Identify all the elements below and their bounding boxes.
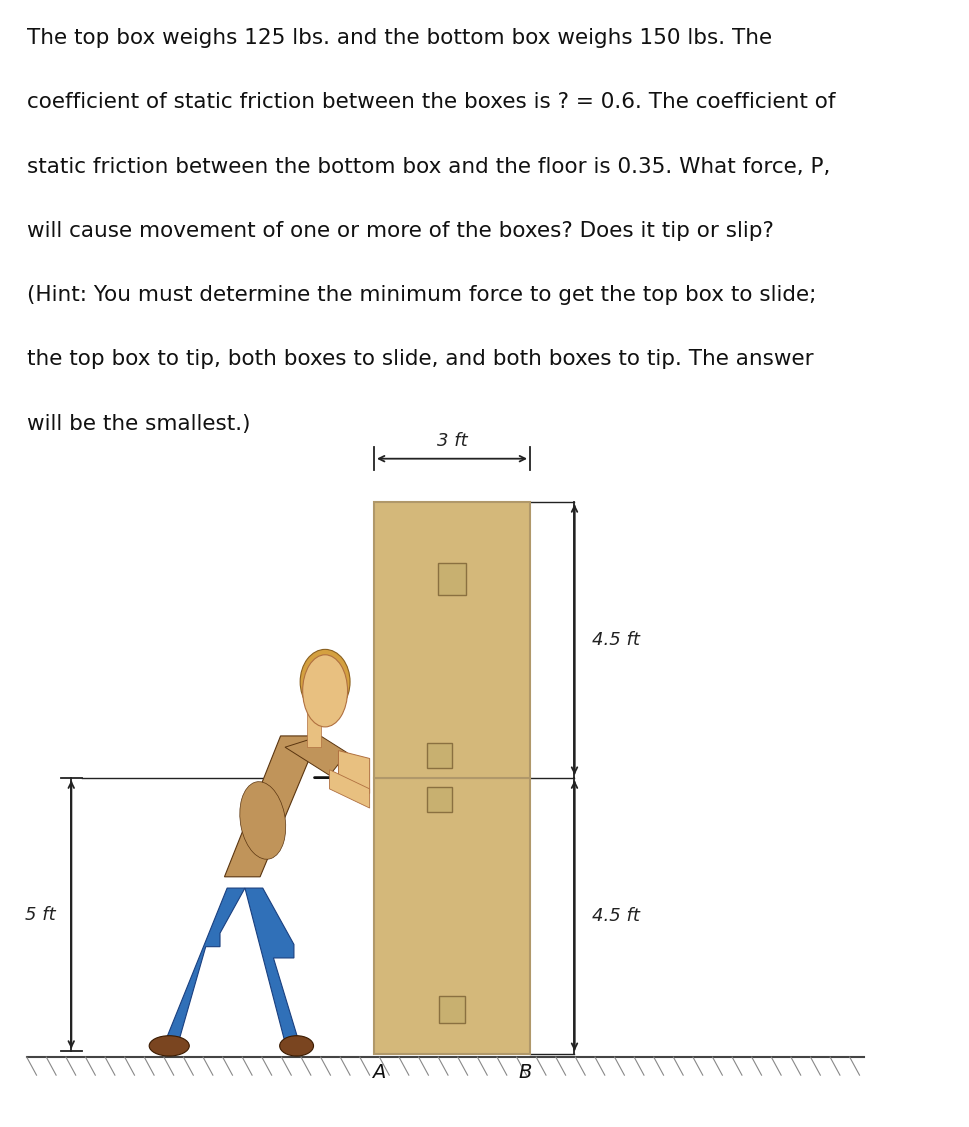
Text: The top box weighs 125 lbs. and the bottom box weighs 150 lbs. The: The top box weighs 125 lbs. and the bott… xyxy=(27,28,771,48)
Text: B: B xyxy=(518,1063,532,1082)
Bar xyxy=(307,702,321,747)
Bar xyxy=(426,743,452,767)
Text: coefficient of static friction between the boxes is ? = 0.6. The coefficient of: coefficient of static friction between t… xyxy=(27,92,834,113)
Text: 4.5 ft: 4.5 ft xyxy=(592,631,640,648)
Text: will cause movement of one or more of the boxes? Does it tip or slip?: will cause movement of one or more of th… xyxy=(27,221,773,241)
Ellipse shape xyxy=(279,1036,313,1056)
Bar xyxy=(426,788,452,813)
Text: the top box to tip, both boxes to slide, and both boxes to tip. The answer: the top box to tip, both boxes to slide,… xyxy=(27,349,813,370)
Text: A: A xyxy=(371,1063,385,1082)
Ellipse shape xyxy=(302,655,347,727)
Text: 3 ft: 3 ft xyxy=(436,432,467,450)
Polygon shape xyxy=(338,751,369,793)
Polygon shape xyxy=(329,770,369,808)
Bar xyxy=(374,778,529,1054)
Polygon shape xyxy=(224,736,319,877)
Polygon shape xyxy=(165,888,245,1042)
Bar xyxy=(374,502,529,778)
Text: 4.5 ft: 4.5 ft xyxy=(592,907,640,924)
Text: 5 ft: 5 ft xyxy=(25,906,55,923)
Ellipse shape xyxy=(149,1036,189,1056)
Ellipse shape xyxy=(299,649,350,715)
Text: P: P xyxy=(291,745,305,764)
Bar xyxy=(437,564,466,595)
Polygon shape xyxy=(245,888,298,1042)
Text: (Hint: You must determine the minimum force to get the top box to slide;: (Hint: You must determine the minimum fo… xyxy=(27,285,815,305)
Bar xyxy=(438,996,465,1023)
Polygon shape xyxy=(285,736,347,775)
Ellipse shape xyxy=(239,782,286,859)
Text: will be the smallest.): will be the smallest.) xyxy=(27,414,250,434)
Text: static friction between the bottom box and the floor is 0.35. What force, P,: static friction between the bottom box a… xyxy=(27,157,829,177)
